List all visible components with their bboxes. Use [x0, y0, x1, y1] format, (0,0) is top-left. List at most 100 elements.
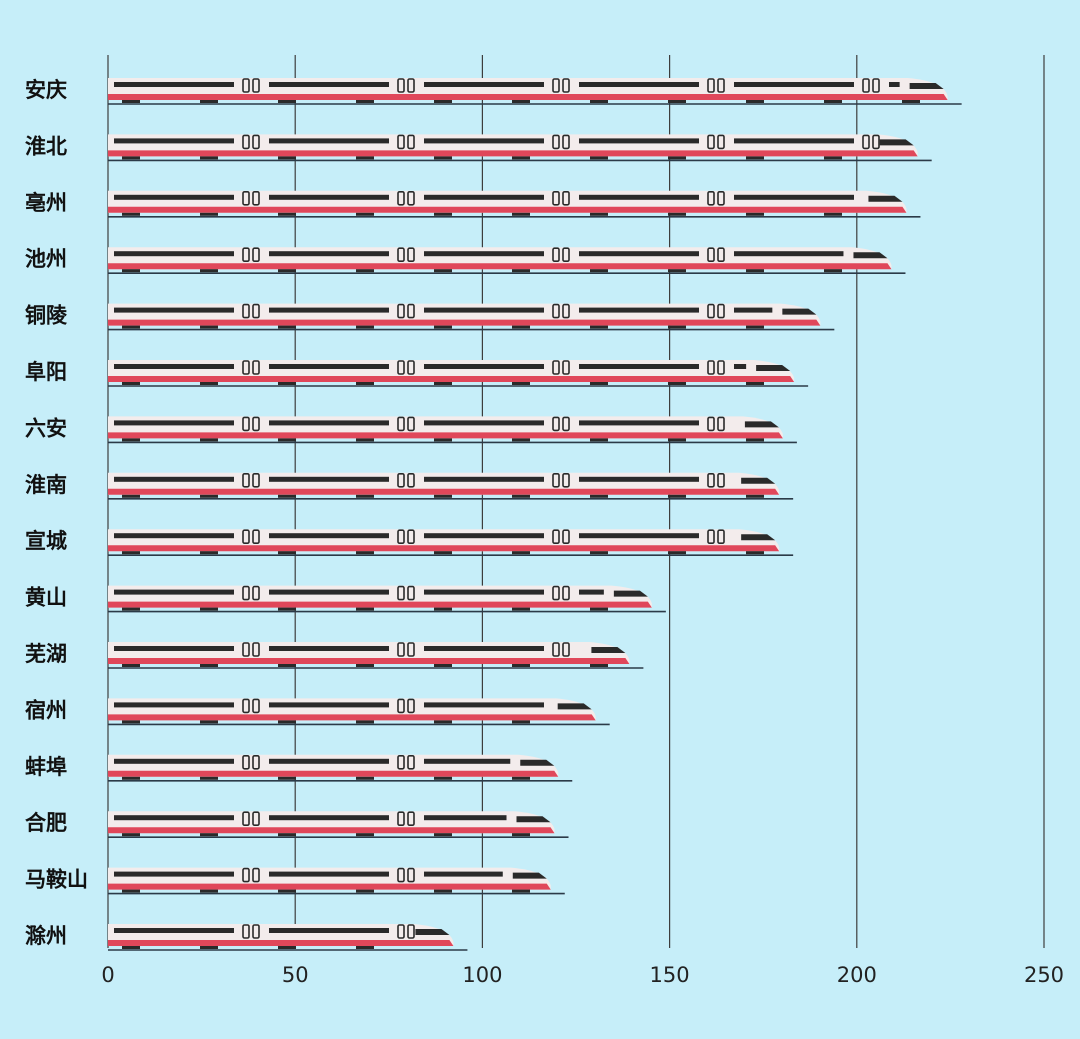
train-door — [552, 416, 560, 432]
train-door — [397, 754, 405, 770]
train-stripe — [108, 714, 596, 721]
train-bogie — [356, 325, 374, 329]
train-bogie — [200, 212, 218, 216]
train-cab-window — [744, 421, 779, 428]
train-bogie — [434, 438, 452, 442]
train-windows — [269, 646, 389, 651]
train-bogie — [590, 212, 608, 216]
category-label: 蚌埠 — [25, 755, 67, 779]
train-windows — [114, 476, 234, 482]
train-windows — [269, 251, 389, 257]
train-bogie — [122, 776, 140, 780]
train-windows — [734, 251, 844, 257]
train-windows — [114, 702, 234, 708]
train-door — [862, 78, 870, 93]
train-windows — [269, 194, 389, 200]
train-door — [717, 78, 725, 93]
bar-train — [108, 867, 565, 895]
train-door — [562, 360, 570, 375]
train-bogie — [356, 269, 374, 273]
train-door — [552, 191, 560, 206]
category-label: 淮南 — [25, 473, 67, 497]
train-bogie — [512, 212, 530, 216]
train-windows — [114, 307, 234, 313]
train-door — [252, 529, 260, 545]
train-windows — [734, 138, 854, 144]
train-door — [407, 191, 415, 206]
train-windows — [424, 815, 507, 821]
train-windows — [269, 307, 389, 313]
train-windows — [269, 815, 389, 821]
train-bogie — [434, 382, 452, 385]
train-door — [562, 529, 570, 545]
train-door — [552, 303, 560, 319]
train-door — [552, 585, 560, 601]
bar-train — [108, 416, 797, 444]
train-door — [552, 134, 560, 150]
train-door — [562, 642, 570, 657]
train-door — [242, 585, 250, 601]
train-door — [717, 247, 725, 262]
train-cab-window — [512, 872, 547, 879]
train-door — [407, 78, 415, 93]
train-windows — [424, 420, 544, 426]
train-bogie — [512, 664, 530, 667]
train-bogie — [356, 212, 374, 216]
train-windows — [579, 589, 604, 595]
train-windows — [269, 871, 389, 877]
train-bogie — [512, 494, 530, 498]
train-door — [397, 134, 405, 150]
bar-train — [108, 78, 962, 105]
train-bogie — [668, 269, 686, 273]
train-bogie — [200, 156, 218, 160]
train-door — [397, 642, 405, 657]
train-bogie — [590, 382, 608, 385]
train-windows — [424, 307, 544, 313]
train-bogie — [512, 720, 530, 724]
bar-train — [108, 190, 921, 218]
train-windows — [579, 533, 699, 539]
train-bogie — [278, 100, 296, 103]
train-bogie — [668, 382, 686, 385]
x-tick-label: 250 — [1024, 963, 1064, 987]
train-stripe — [108, 940, 454, 946]
train-bogie — [434, 100, 452, 103]
train-bogie — [278, 720, 296, 724]
train-windows — [114, 251, 234, 257]
category-label: 安庆 — [25, 78, 67, 102]
train-windows — [114, 815, 234, 821]
train-bogie — [200, 494, 218, 498]
train-door — [397, 811, 405, 827]
train-door — [717, 360, 725, 375]
train-stripe — [108, 432, 783, 439]
train-bogie — [278, 946, 296, 949]
train-door — [252, 134, 260, 150]
train-door — [242, 247, 250, 262]
train-windows — [579, 138, 699, 144]
train-bogie — [668, 494, 686, 498]
train-door — [707, 134, 715, 150]
train-windows — [114, 138, 234, 144]
train-bogie — [590, 551, 608, 555]
train-bogie — [590, 325, 608, 329]
train-bogie — [746, 212, 764, 216]
train-windows — [114, 758, 234, 764]
train-stripe — [108, 150, 918, 157]
train-door — [242, 754, 250, 770]
train-door — [872, 134, 880, 150]
train-bogie — [200, 889, 218, 893]
train-cab-window — [909, 83, 944, 89]
train-cab-window — [853, 252, 888, 259]
train-door — [707, 303, 715, 319]
train-windows — [424, 82, 544, 87]
train-bogie — [434, 269, 452, 273]
train-door — [552, 529, 560, 545]
train-windows — [269, 364, 389, 369]
train-stripe — [108, 658, 630, 664]
train-door — [707, 529, 715, 545]
train-bogie — [200, 776, 218, 780]
train-door — [397, 472, 405, 488]
train-door — [397, 416, 405, 432]
train-door — [242, 191, 250, 206]
train-stripe — [108, 488, 780, 495]
